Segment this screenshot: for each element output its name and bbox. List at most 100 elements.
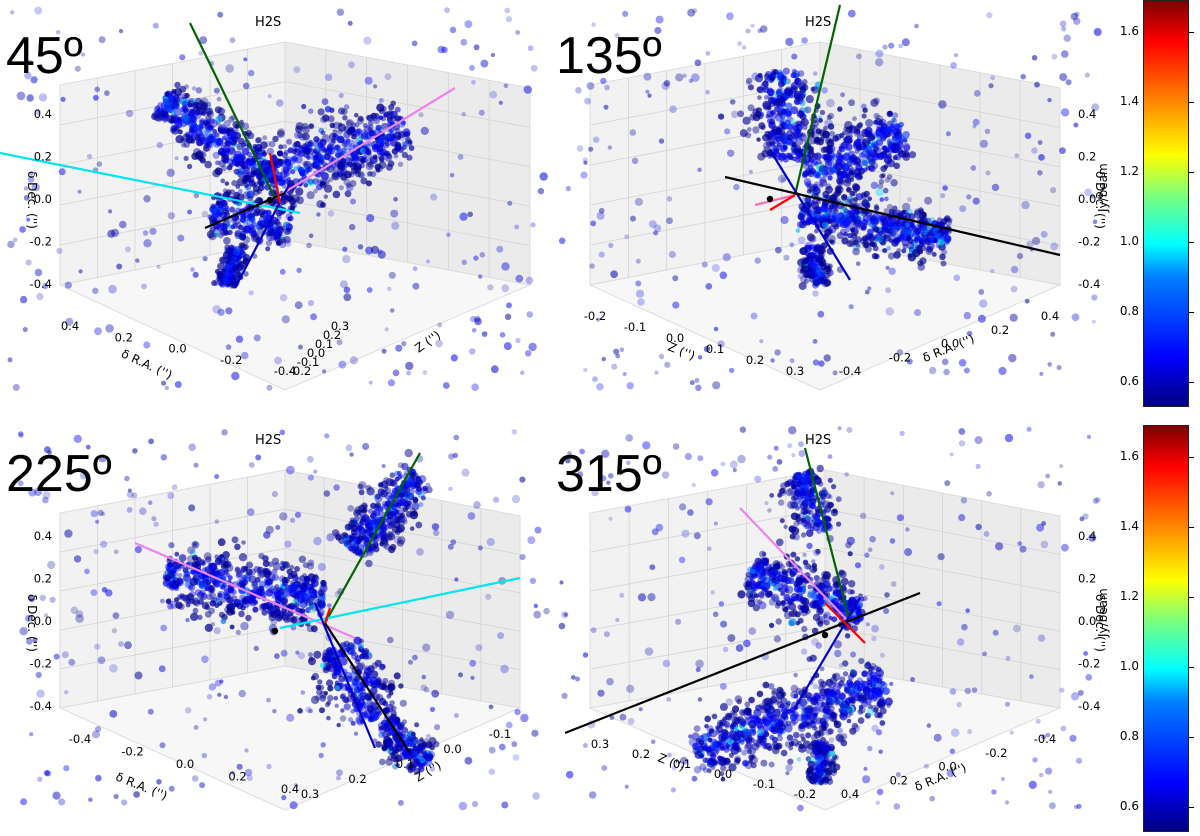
data-point xyxy=(228,268,235,274)
data-point xyxy=(832,370,838,376)
data-point xyxy=(856,144,862,150)
data-point xyxy=(422,643,431,652)
data-point xyxy=(813,186,819,192)
data-point xyxy=(90,510,98,518)
data-point xyxy=(266,147,274,156)
data-point xyxy=(273,590,282,599)
data-point xyxy=(143,195,151,203)
data-point xyxy=(865,165,871,171)
data-point xyxy=(694,59,702,67)
data-point xyxy=(928,235,936,242)
data-point xyxy=(198,582,206,589)
data-point xyxy=(873,112,880,120)
data-point xyxy=(234,162,240,168)
data-point xyxy=(87,153,93,160)
data-point xyxy=(813,206,822,214)
data-point xyxy=(177,603,185,610)
data-point xyxy=(282,144,288,149)
data-point xyxy=(442,382,450,389)
data-point xyxy=(785,102,793,110)
data-point xyxy=(236,201,243,208)
orientation-axes xyxy=(134,452,521,754)
data-point xyxy=(486,537,495,547)
data-point xyxy=(697,455,704,462)
data-point xyxy=(239,234,246,241)
data-point xyxy=(247,211,255,219)
data-point xyxy=(84,568,90,575)
data-point xyxy=(849,213,856,219)
data-point xyxy=(812,359,820,366)
data-point xyxy=(297,708,303,714)
data-point xyxy=(728,367,735,374)
data-point xyxy=(1016,253,1024,260)
data-point xyxy=(272,135,279,143)
data-point xyxy=(1010,265,1019,274)
data-point xyxy=(258,585,265,592)
data-point xyxy=(910,677,916,682)
data-point xyxy=(398,725,403,731)
data-point xyxy=(401,341,407,347)
data-point xyxy=(390,100,397,107)
data-point xyxy=(204,586,209,591)
data-point xyxy=(372,508,381,517)
data-point xyxy=(238,553,248,562)
data-point xyxy=(81,52,86,57)
data-point xyxy=(118,29,124,34)
data-point xyxy=(430,193,438,201)
data-point xyxy=(336,722,341,728)
data-point xyxy=(619,347,625,353)
data-point xyxy=(600,475,607,482)
data-point xyxy=(320,172,329,181)
data-point xyxy=(318,159,324,165)
data-point xyxy=(134,671,143,680)
data-point xyxy=(393,153,399,159)
data-point xyxy=(882,248,888,253)
data-point xyxy=(503,83,509,89)
data-point xyxy=(23,194,30,201)
data-point xyxy=(422,370,428,375)
data-point xyxy=(202,567,207,572)
data-point xyxy=(182,105,189,112)
data-point xyxy=(313,536,322,546)
data-point xyxy=(315,164,322,171)
tick-label: -0.4 xyxy=(69,732,91,746)
data-point xyxy=(1041,521,1046,526)
data-point xyxy=(1073,17,1081,25)
data-point xyxy=(385,758,393,766)
data-point xyxy=(606,480,611,485)
data-point xyxy=(419,737,424,742)
data-point xyxy=(1026,426,1032,432)
data-point xyxy=(626,460,631,466)
data-point xyxy=(262,135,268,141)
data-point xyxy=(811,159,818,166)
data-point xyxy=(878,749,883,754)
x-tick-labels: -0.2-0.10.00.10.20.3 xyxy=(584,309,804,378)
panel-315: 0.3 0.2 0.1 0.0 -0.1 -0.2 0.4 0.2 0.0 -0.2 -0.4 0.4… xyxy=(550,418,1110,828)
data-point xyxy=(799,86,807,94)
data-point xyxy=(418,762,426,770)
data-point xyxy=(506,302,512,309)
data-point xyxy=(400,137,405,142)
data-point xyxy=(882,187,889,194)
data-point xyxy=(871,635,877,642)
data-point xyxy=(606,677,614,686)
data-point xyxy=(827,175,833,181)
data-point xyxy=(361,508,367,514)
data-point xyxy=(224,230,230,236)
data-point xyxy=(805,268,812,275)
data-point xyxy=(246,190,255,199)
data-point xyxy=(726,12,734,21)
data-point xyxy=(867,133,875,142)
data-point xyxy=(867,234,875,243)
data-point xyxy=(543,607,550,615)
data-point xyxy=(875,800,880,805)
data-point xyxy=(441,46,448,53)
tick-label: 0.1 xyxy=(315,337,333,351)
data-point xyxy=(1031,147,1038,154)
data-point xyxy=(209,132,216,139)
data-point xyxy=(393,521,401,529)
data-point xyxy=(1008,353,1017,363)
data-point xyxy=(394,115,402,122)
data-point xyxy=(413,758,420,765)
data-point xyxy=(1091,319,1096,324)
